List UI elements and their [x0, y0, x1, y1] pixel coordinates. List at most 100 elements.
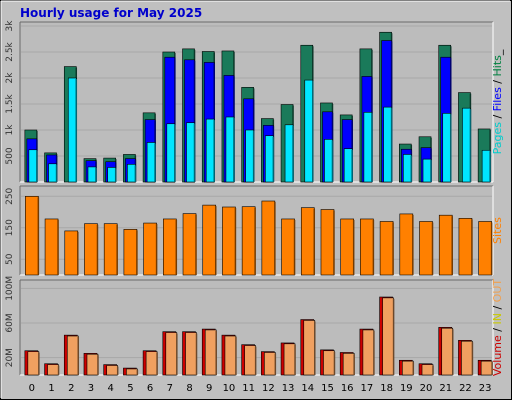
panel-0-tick-label: 3k	[5, 20, 15, 32]
panel-0-background	[20, 22, 493, 182]
bar-out-5	[126, 368, 138, 376]
hour-label-17: 17	[361, 383, 374, 394]
panel-1-tick-label: 250	[5, 187, 15, 204]
bar-pages-16	[343, 148, 353, 183]
bar-pages-14	[304, 79, 314, 183]
hour-label-10: 10	[223, 383, 236, 394]
bar-pages-2	[67, 77, 77, 183]
bar-pages-11	[245, 129, 254, 183]
bar-pages-21	[442, 113, 452, 183]
hour-label-11: 11	[242, 383, 255, 394]
bar-sites-14	[300, 207, 315, 276]
bar-sites-20	[419, 221, 433, 276]
bar-sites-15	[320, 209, 335, 276]
panel-2-tick-label: 20M	[5, 348, 15, 367]
panel-2-series-label: Volume / IN / OUT	[491, 279, 504, 377]
bar-out-4	[106, 365, 118, 376]
bar-sites-7	[163, 218, 177, 276]
bar-out-21	[441, 327, 454, 376]
panel-0-tick-label: 2.5k	[5, 41, 15, 61]
bar-sites-10	[222, 206, 236, 276]
bar-out-11	[244, 345, 256, 376]
bar-sites-3	[84, 223, 98, 276]
panel-1-tick-label: 50	[5, 253, 15, 265]
panel-0-series-label: Pages / Files / Hits_	[491, 49, 504, 154]
hour-label-0: 0	[29, 383, 35, 394]
hour-label-2: 2	[68, 383, 74, 394]
bar-pages-6	[146, 142, 156, 183]
bar-pages-17	[363, 112, 373, 183]
hour-label-7: 7	[167, 383, 173, 394]
bar-out-20	[421, 364, 434, 376]
bar-sites-11	[241, 206, 256, 276]
panel-1-tick-label: 150	[5, 219, 15, 236]
series-label-part: Sites	[491, 217, 504, 244]
panel-2-tick-label: 100M	[5, 276, 15, 301]
bar-pages-12	[265, 135, 274, 183]
bar-out-1	[47, 364, 59, 376]
hour-label-12: 12	[262, 383, 275, 394]
panel-2-tick-label: 60M	[5, 313, 15, 332]
hour-label-5: 5	[127, 383, 133, 394]
bar-sites-5	[123, 229, 138, 276]
bar-out-17	[362, 329, 375, 376]
bar-sites-8	[182, 213, 197, 276]
bar-out-7	[165, 332, 178, 376]
bar-sites-22	[458, 218, 473, 276]
bar-out-14	[303, 320, 316, 376]
bar-sites-23	[478, 221, 492, 276]
panel-0-tick-label: 2k	[5, 72, 15, 84]
series-label-part: /	[491, 111, 504, 122]
series-label-part: Volume	[491, 335, 504, 376]
hour-label-4: 4	[108, 383, 114, 394]
bar-sites-19	[399, 213, 414, 276]
bar-sites-2	[64, 230, 79, 276]
panel-1-series-label: Sites	[491, 217, 504, 244]
bar-out-12	[264, 352, 276, 376]
bar-sites-13	[281, 218, 295, 276]
bar-out-19	[402, 360, 414, 376]
series-label-part: /	[491, 325, 504, 336]
bar-sites-4	[103, 223, 118, 276]
bar-out-0	[27, 351, 40, 376]
hour-label-20: 20	[420, 383, 433, 394]
series-label-part: Hits	[491, 55, 504, 77]
bar-sites-12	[261, 200, 276, 276]
bar-out-16	[342, 353, 355, 376]
bar-pages-1	[48, 163, 57, 183]
series-label-part: OUT	[491, 279, 504, 303]
bar-pages-5	[127, 164, 136, 183]
bar-out-18	[382, 297, 394, 376]
series-label-part: /	[491, 302, 504, 313]
bar-out-10	[224, 335, 237, 376]
bar-pages-0	[28, 149, 38, 183]
series-label-part: Files	[491, 87, 504, 111]
bar-out-3	[86, 353, 99, 376]
bar-pages-19	[403, 154, 412, 183]
bar-pages-9	[205, 118, 215, 183]
bar-sites-16	[340, 218, 354, 276]
panel-0-tick-label: 500	[5, 147, 15, 164]
bar-pages-20	[422, 158, 432, 183]
hour-label-22: 22	[459, 383, 472, 394]
series-label-part: _	[491, 49, 504, 56]
hour-label-8: 8	[186, 383, 192, 394]
bar-out-2	[66, 335, 79, 376]
bar-pages-18	[383, 106, 392, 183]
bar-pages-4	[107, 167, 116, 183]
bar-sites-21	[438, 214, 453, 276]
hour-label-16: 16	[341, 383, 354, 394]
hour-label-9: 9	[206, 383, 212, 394]
bar-sites-18	[379, 221, 394, 276]
panel-1-background	[20, 186, 493, 275]
bar-sites-0	[25, 195, 39, 276]
bar-pages-15	[324, 139, 333, 183]
bar-pages-22	[462, 107, 471, 183]
bar-pages-7	[166, 123, 176, 183]
bar-out-22	[461, 340, 473, 376]
bar-out-6	[145, 351, 158, 376]
bar-out-15	[323, 350, 335, 376]
hour-label-14: 14	[301, 383, 314, 394]
